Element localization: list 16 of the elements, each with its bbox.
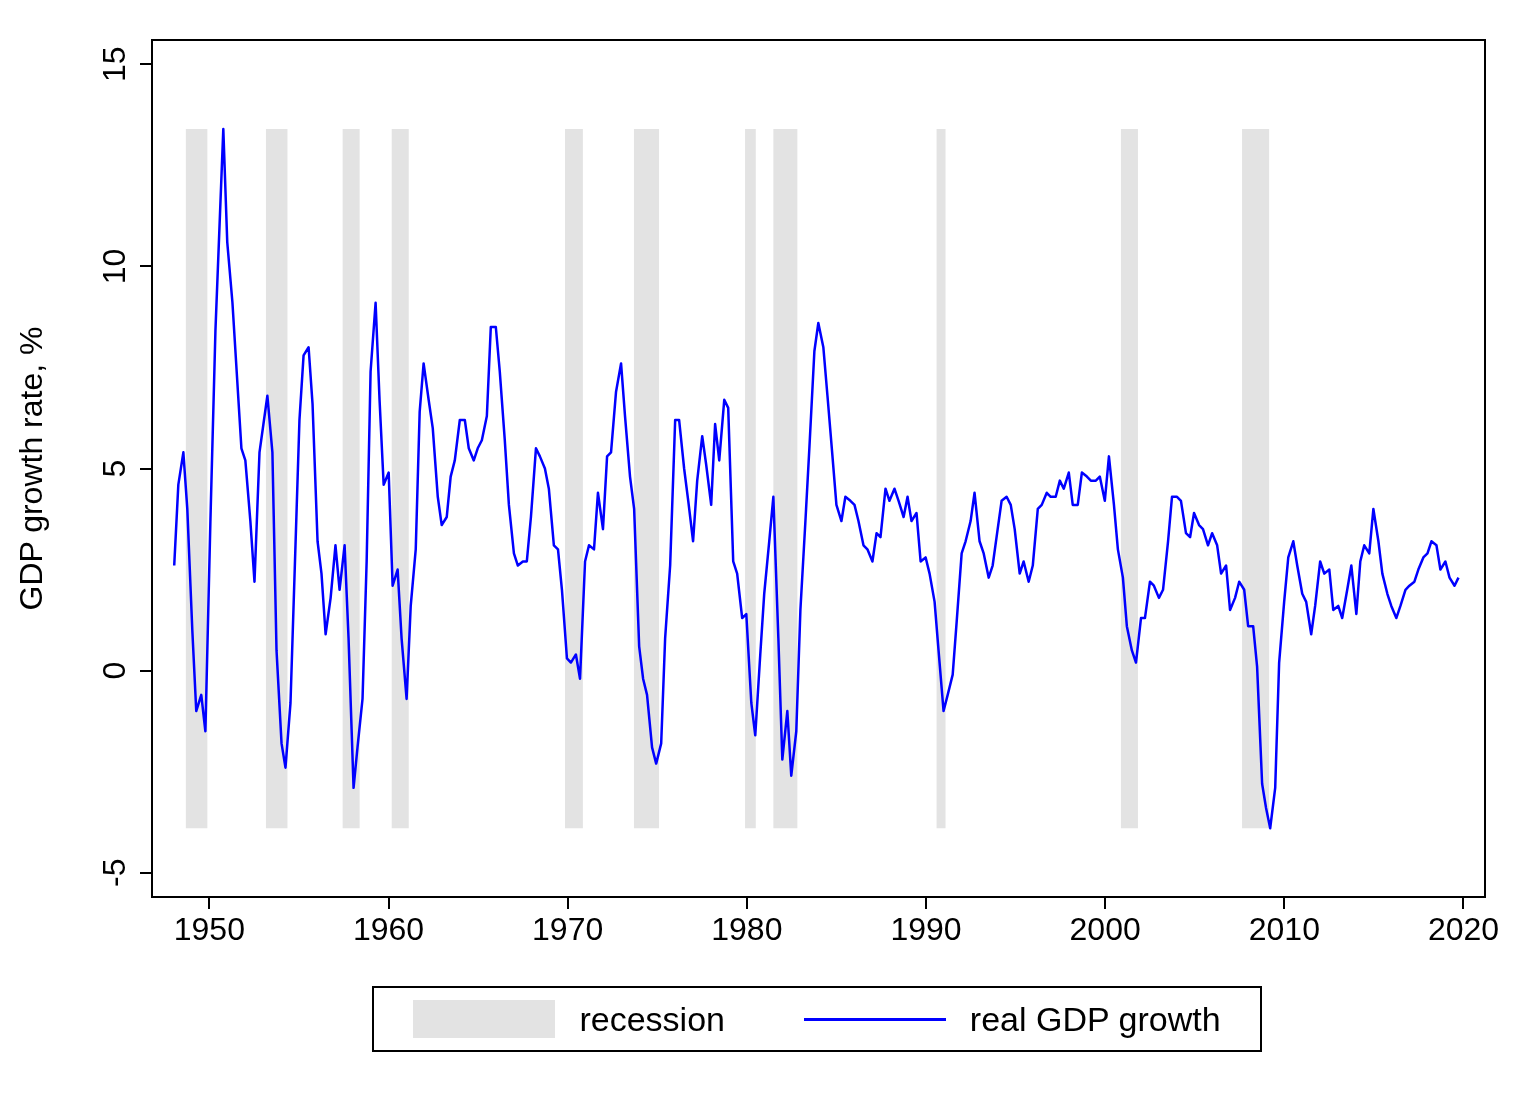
y-axis-title: GDP growth rate, % [13, 326, 50, 611]
x-tick-label: 2010 [1248, 911, 1320, 948]
x-tick-label: 1980 [711, 911, 783, 948]
y-tick-label: 10 [95, 248, 132, 285]
y-tick-label: 15 [95, 46, 132, 83]
x-tick-label: 1950 [173, 911, 245, 948]
x-tick-label: 1970 [532, 911, 604, 948]
legend-label: recession [579, 999, 725, 1039]
y-tick-label: 0 [95, 661, 132, 680]
x-tick-label: 2000 [1069, 911, 1141, 948]
legend-label: real GDP growth [969, 999, 1221, 1039]
x-tick-label: 1960 [352, 911, 425, 948]
y-tick-label: -5 [95, 858, 132, 887]
x-tick-label: 2020 [1427, 911, 1500, 948]
y-tick-label: 5 [95, 459, 132, 478]
x-tick-label: 1990 [890, 911, 962, 948]
